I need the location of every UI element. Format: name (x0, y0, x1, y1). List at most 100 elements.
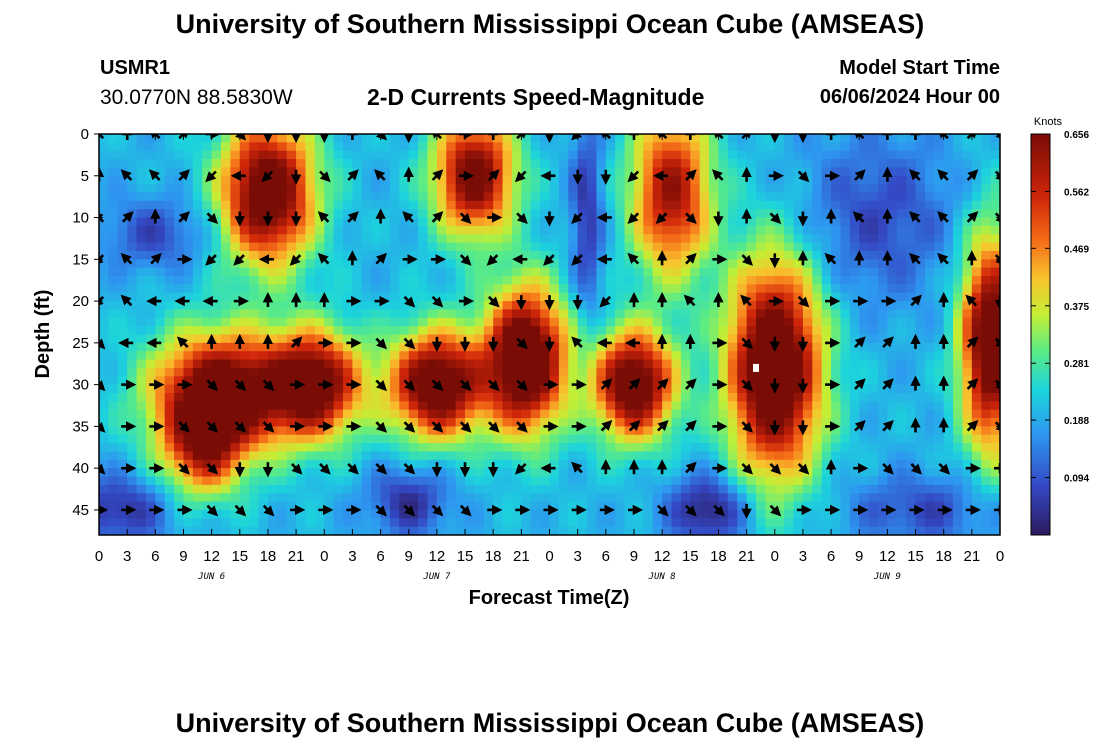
heatmap-cell (324, 134, 335, 143)
heatmap-cell (755, 242, 766, 252)
heatmap-cell (145, 418, 156, 427)
heatmap-cell (314, 501, 325, 511)
heatmap-cell (174, 493, 185, 503)
heatmap-cell (680, 493, 691, 503)
heatmap-cell (239, 175, 250, 185)
heatmap-cell (521, 209, 532, 219)
heatmap-cell (474, 284, 485, 294)
heatmap-cell (868, 392, 879, 402)
heatmap-cell (530, 150, 541, 160)
heatmap-cell (361, 175, 372, 185)
heatmap-cell (474, 142, 485, 152)
heatmap-cell (455, 476, 466, 486)
heatmap-cell (389, 501, 400, 511)
heatmap-cell (164, 351, 175, 361)
heatmap-cell (793, 309, 804, 319)
heatmap-cell (267, 518, 278, 528)
heatmap-cell (953, 334, 964, 344)
heatmap-cell (587, 376, 598, 386)
heatmap-cell (831, 409, 842, 419)
heatmap-cell (389, 359, 400, 369)
heatmap-cell (117, 184, 128, 194)
heatmap-cell (127, 267, 138, 277)
heatmap-cell (361, 384, 372, 394)
heatmap-cell (521, 192, 532, 202)
heatmap-cell (709, 376, 720, 386)
heatmap-cell (305, 484, 316, 494)
heatmap-cell (624, 367, 635, 377)
heatmap-cell (605, 250, 616, 260)
heatmap-cell (924, 134, 935, 143)
heatmap-cell (549, 359, 560, 369)
heatmap-cell (530, 309, 541, 319)
heatmap-cell (408, 167, 419, 177)
heatmap-cell (549, 242, 560, 252)
heatmap-cell (727, 242, 738, 252)
heatmap-cell (915, 384, 926, 394)
heatmap-cell (408, 317, 419, 327)
heatmap-cell (859, 142, 870, 152)
heatmap-cell (540, 451, 551, 461)
current-arrow (514, 462, 527, 475)
current-arrow (317, 252, 330, 265)
heatmap-cell (765, 317, 776, 327)
heatmap-cell (296, 451, 307, 461)
heatmap-cell (455, 301, 466, 311)
heatmap-cell (333, 493, 344, 503)
heatmap-cell (333, 134, 344, 143)
heatmap-cell (652, 434, 663, 444)
heatmap-cell (389, 225, 400, 235)
heatmap-cell (258, 259, 269, 269)
heatmap-cell (831, 150, 842, 160)
heatmap-cell (446, 250, 457, 260)
heatmap-cell (408, 292, 419, 302)
heatmap-cell (990, 292, 1000, 302)
heatmap-cell (971, 292, 982, 302)
heatmap-cell (690, 342, 701, 352)
heatmap-cell (596, 518, 607, 528)
heatmap-cell (859, 276, 870, 285)
heatmap-cell (831, 217, 842, 227)
heatmap-cell (633, 392, 644, 402)
heatmap-cell (624, 259, 635, 269)
heatmap-cell (784, 242, 795, 252)
heatmap-cell (286, 509, 297, 519)
heatmap-cell (99, 351, 109, 361)
heatmap-cell (558, 250, 569, 260)
heatmap-cell (577, 309, 588, 319)
heatmap-cell (502, 476, 513, 486)
heatmap-cell (296, 159, 307, 169)
heatmap-cell (446, 142, 457, 152)
heatmap-cell (924, 276, 935, 285)
heatmap-cell (896, 301, 907, 311)
heatmap-cell (671, 309, 682, 319)
heatmap-cell (493, 401, 504, 411)
heatmap-cell (624, 184, 635, 194)
heatmap-cell (530, 367, 541, 377)
heatmap-cell (896, 192, 907, 202)
current-arrow (882, 462, 894, 475)
heatmap-cell (399, 259, 410, 269)
heatmap-cell (915, 342, 926, 352)
heatmap-cell (474, 326, 485, 336)
heatmap-cell (305, 250, 316, 260)
heatmap-cell (136, 476, 147, 486)
heatmap-cell (399, 426, 410, 436)
heatmap-cell (540, 518, 551, 528)
heatmap-cell (521, 159, 532, 169)
heatmap-cell (709, 234, 720, 244)
heatmap-cell (174, 367, 185, 377)
heatmap-cell (943, 192, 954, 202)
heatmap-cell (680, 267, 691, 277)
heatmap-cell (746, 309, 757, 319)
heatmap-cell (305, 326, 316, 336)
heatmap-cell (587, 175, 598, 185)
heatmap-cell (127, 242, 138, 252)
heatmap-cell (906, 434, 917, 444)
heatmap-cell (615, 267, 626, 277)
heatmap-cell (427, 384, 438, 394)
heatmap-cell (727, 418, 738, 427)
heatmap-cell (221, 518, 231, 528)
heatmap-cell (690, 242, 701, 252)
heatmap-cell (605, 301, 616, 311)
